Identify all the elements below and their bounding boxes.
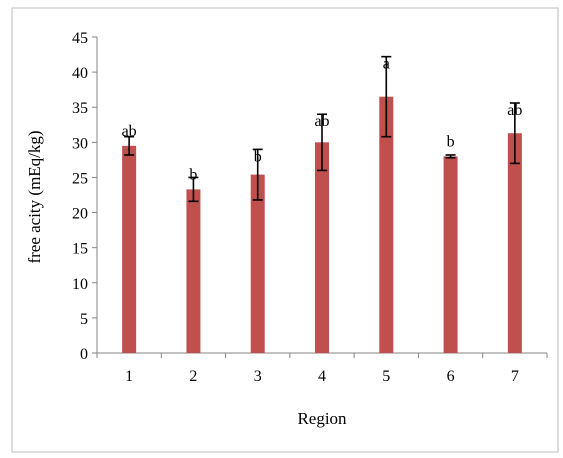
significance-letter: ab bbox=[314, 113, 329, 130]
y-tick-label: 45 bbox=[72, 30, 88, 47]
y-tick-label: 40 bbox=[72, 65, 88, 82]
significance-letter: b bbox=[189, 166, 197, 183]
x-tick-label: 7 bbox=[511, 368, 519, 385]
significance-letter: b bbox=[254, 148, 262, 165]
y-tick-label: 25 bbox=[72, 170, 88, 187]
bars bbox=[122, 96, 522, 353]
x-tick-label: 1 bbox=[125, 368, 133, 385]
y-axis-title: free acity (mEq/kg) bbox=[25, 130, 44, 263]
bar bbox=[443, 156, 458, 353]
significance-letter: a bbox=[383, 56, 390, 73]
error-bar bbox=[317, 113, 327, 172]
error-bar bbox=[381, 55, 392, 138]
error-bar bbox=[188, 176, 199, 203]
x-tick-label: 5 bbox=[382, 368, 390, 385]
x-axis-title: Region bbox=[297, 409, 347, 428]
y-tick-label: 35 bbox=[72, 100, 88, 117]
bar bbox=[250, 174, 265, 353]
error-bar bbox=[124, 135, 135, 156]
error-bar bbox=[509, 102, 520, 165]
bar bbox=[379, 96, 394, 353]
y-tick-label: 30 bbox=[72, 135, 88, 152]
chart-frame bbox=[11, 7, 559, 453]
bar bbox=[315, 142, 329, 353]
bar bbox=[186, 189, 201, 353]
error-bar bbox=[445, 154, 456, 159]
x-tick-label: 3 bbox=[254, 368, 262, 385]
error-bars bbox=[124, 55, 520, 203]
y-axis: 0 5 10 15 20 25 30 35 40 45 bbox=[72, 30, 98, 363]
bar bbox=[507, 133, 522, 353]
x-tick-label: 2 bbox=[189, 368, 197, 385]
y-tick-label: 20 bbox=[72, 206, 88, 223]
significance-letter: ab bbox=[122, 123, 137, 140]
significance-letter: ab bbox=[507, 102, 522, 119]
y-tick-label: 0 bbox=[80, 346, 88, 363]
x-tick-label: 6 bbox=[447, 368, 455, 385]
x-tick-label: 4 bbox=[318, 368, 326, 385]
y-tick-label: 15 bbox=[72, 241, 88, 258]
significance-letter: b bbox=[447, 133, 455, 150]
bar bbox=[122, 145, 137, 353]
error-bar bbox=[252, 148, 263, 201]
y-tick-label: 5 bbox=[80, 311, 88, 328]
y-tick-label: 10 bbox=[72, 276, 88, 293]
